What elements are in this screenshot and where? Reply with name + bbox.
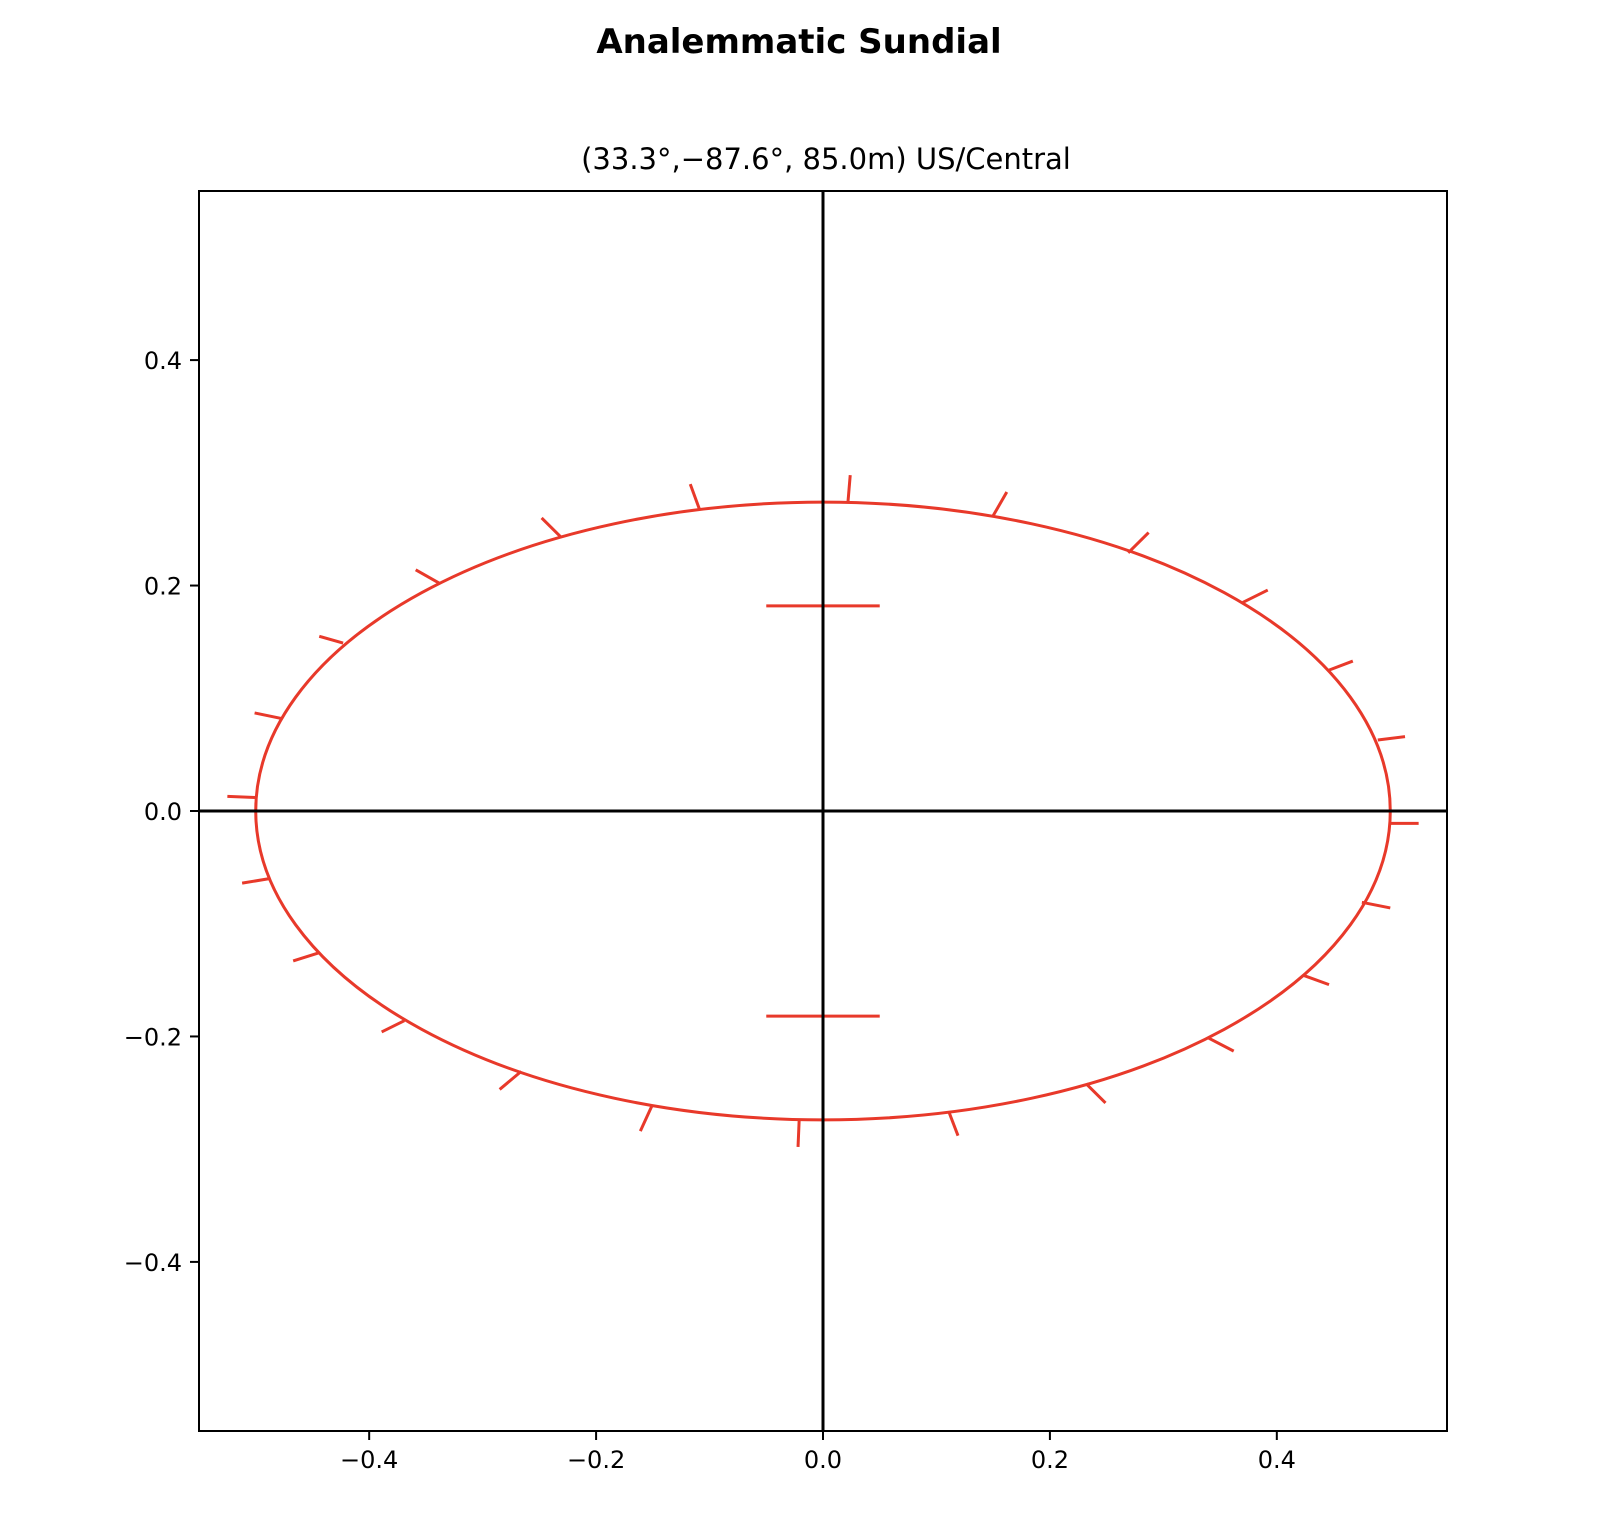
hour-mark-13 [796,1119,801,1147]
hour-mark-14 [638,1105,654,1132]
hour-mark-20 [254,711,283,721]
x-tick-label-1: −0.2 [567,1446,625,1474]
hour-mark-9 [1303,974,1330,987]
hour-mark-15 [498,1070,523,1091]
chart-title: Analemmatic Sundial [596,22,1002,62]
hour-mark-19 [227,794,256,799]
y-tick-label-1: −0.2 [124,1023,182,1051]
hour-mark-1 [846,474,852,503]
hour-mark-2 [991,491,1009,517]
hour-mark-17 [292,951,319,963]
hour-mark-3 [1127,531,1150,554]
x-axis: −0.4 −0.2 0.0 0.2 0.4 [340,1431,1296,1474]
hour-mark-5 [1328,659,1354,672]
hour-mark-12 [947,1111,960,1137]
chart-subtitle: (33.3°,−87.6°, 85.0m) US/Central [581,142,1071,176]
hour-mark-4 [1242,588,1269,604]
x-tick-label-4: 0.4 [1258,1446,1296,1474]
y-tick-label-2: 0.0 [144,798,182,826]
chart-marks [199,191,1447,1431]
hour-mark-22 [414,568,441,585]
hour-mark-21 [318,634,344,645]
x-tick-label-3: 0.2 [1031,1446,1069,1474]
hour-mark-23 [540,516,562,539]
y-tick-label-0: −0.4 [124,1249,182,1277]
hour-mark-24 [688,483,701,510]
hour-mark-8 [1361,900,1391,910]
hour-mark-18 [241,877,270,885]
y-axis: −0.4 −0.2 0.0 0.2 0.4 [124,347,199,1277]
x-tick-label-0: −0.4 [340,1446,398,1474]
hour-mark-11 [1085,1082,1107,1105]
y-tick-label-4: 0.4 [144,347,182,375]
hour-mark-10 [1206,1036,1235,1053]
hour-mark-6 [1377,735,1406,742]
x-tick-label-2: 0.0 [804,1446,842,1474]
hour-mark-16 [380,1019,406,1034]
y-tick-label-3: 0.2 [144,573,182,601]
